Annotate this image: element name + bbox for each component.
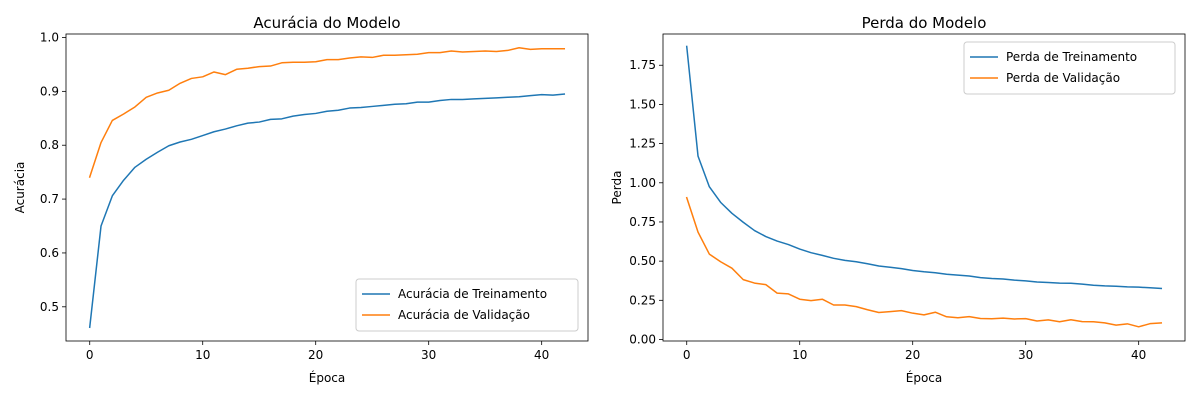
x-tick-label: 20 (308, 348, 323, 362)
x-axis-label: Época (309, 370, 346, 385)
y-tick-label: 1.00 (629, 176, 656, 190)
x-tick-label: 0 (86, 348, 94, 362)
y-tick-label: 0.7 (40, 192, 59, 206)
legend-label-1: Acurácia de Treinamento (398, 287, 547, 301)
legend-box (963, 41, 1176, 95)
y-tick-label: 1.0 (40, 31, 59, 45)
x-tick-label: 40 (534, 348, 549, 362)
chart-title: Acurácia do Modelo (253, 14, 400, 32)
x-tick-label: 20 (905, 348, 920, 362)
x-tick-label: 10 (195, 348, 210, 362)
chart-title: Perda do Modelo (862, 14, 987, 32)
chart-panel-1: 0 10 20 30 40 0.5 0.6 0.7 0.8 0.9 1.0 Acurácia do M… (13, 14, 589, 385)
series-line-2 (88, 46, 566, 178)
y-tick-label: 1.75 (629, 58, 656, 72)
y-tick-label: 0.00 (629, 332, 656, 346)
y-axis-label: Perda (610, 171, 624, 205)
y-tick-label: 0.9 (40, 84, 59, 98)
y-tick-label: 1.25 (629, 137, 656, 151)
x-tick-label: 40 (1131, 348, 1146, 362)
series-line-1 (88, 93, 566, 329)
x-tick-label: 30 (1018, 348, 1033, 362)
axes-frame (662, 33, 1186, 342)
y-axis-label: Acurácia (13, 162, 27, 214)
y-tick-label: 1.50 (629, 97, 656, 111)
legend-label-2: Perda de Validação (1006, 71, 1120, 85)
y-tick-label: 0.6 (40, 246, 59, 260)
legend: Perda de Treinamento Perda de Validação (963, 41, 1176, 95)
axes-frame (65, 33, 589, 342)
legend-label-2: Acurácia de Validação (398, 308, 530, 322)
y-tick-label: 0.8 (40, 138, 59, 152)
y-tick-label: 0.75 (629, 215, 656, 229)
chart-panel-2: 0 10 20 30 40 0.00 0.25 0.50 0.75 1.00 1.25 1.50 1.7… (610, 14, 1186, 385)
y-tick-label: 0.25 (629, 293, 656, 307)
series-line-2 (685, 196, 1163, 328)
x-tick-label: 10 (792, 348, 807, 362)
legend-box (355, 278, 579, 332)
x-tick-label: 0 (683, 348, 691, 362)
legend: Acurácia de Treinamento Acurácia de Valid… (355, 278, 579, 332)
series-line-1 (685, 45, 1163, 290)
y-tick-label: 0.5 (40, 300, 59, 314)
x-tick-label: 30 (421, 348, 436, 362)
y-tick-label: 0.50 (629, 254, 656, 268)
x-axis-label: Época (906, 370, 943, 385)
legend-label-1: Perda de Treinamento (1006, 50, 1137, 64)
